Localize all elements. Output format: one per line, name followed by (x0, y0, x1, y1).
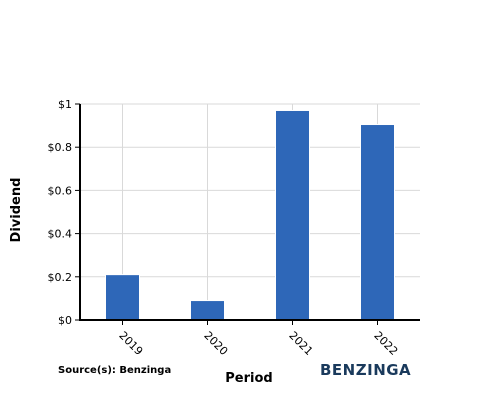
y-tick-label: $1 (58, 98, 72, 111)
x-tick-label: 2022 (371, 329, 400, 358)
benzinga-logo: BENZINGA (320, 361, 411, 379)
bar-2019 (105, 274, 140, 321)
y-axis-title: Dividend (9, 178, 24, 243)
y-tick-labels: $0 $0.2 $0.4 $0.6 $0.8 $1 (48, 98, 80, 327)
bar-2020 (190, 300, 225, 321)
x-tick-label: 2019 (116, 329, 145, 358)
y-tick-label: $0.4 (48, 228, 73, 241)
bar-2021 (275, 109, 310, 321)
axes (79, 104, 420, 321)
y-tick-label: $0.2 (48, 271, 73, 284)
x-tick-labels: 2019 2020 2021 2022 (116, 320, 400, 358)
x-tick-label: 2020 (201, 329, 230, 358)
bar-2022 (360, 124, 395, 321)
source-label: Source(s): Benzinga (58, 365, 171, 376)
y-tick-label: $0 (58, 314, 72, 327)
x-axis-title: Period (225, 371, 272, 386)
y-tick-label: $0.8 (48, 141, 73, 154)
y-tick-label: $0.6 (48, 184, 73, 197)
bars (105, 109, 395, 321)
x-tick-label: 2021 (286, 329, 315, 358)
